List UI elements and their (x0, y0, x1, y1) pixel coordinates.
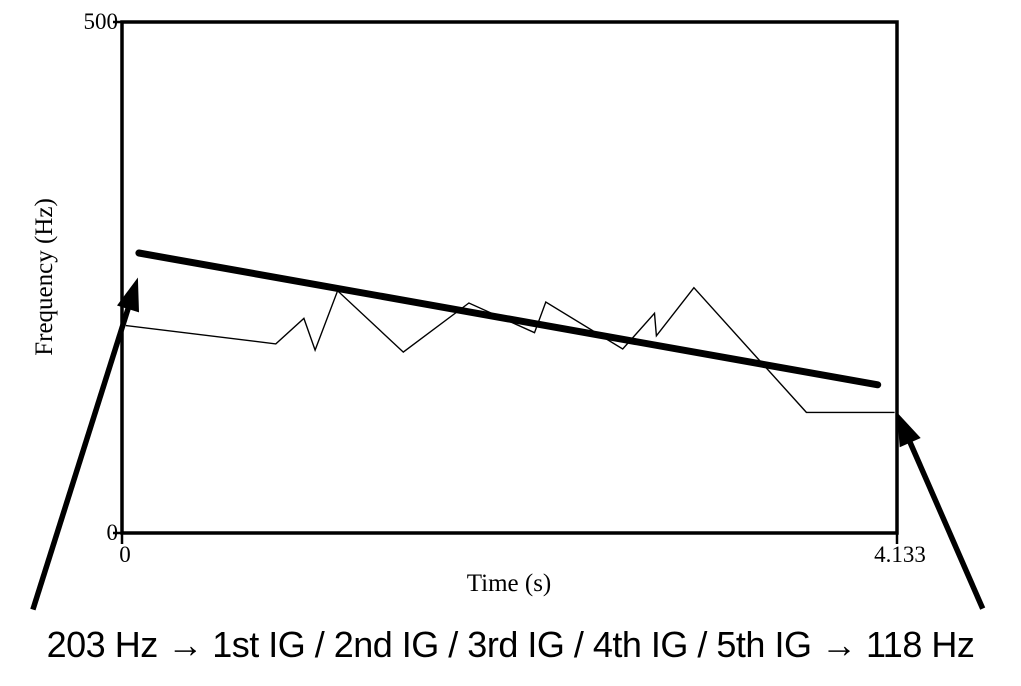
plot-area (120, 20, 899, 535)
start-arrow-head-icon (117, 277, 139, 313)
pitch-contour-line (125, 286, 895, 414)
end-arrow-shaft (905, 435, 986, 610)
y-tick-label: 0 (107, 520, 119, 545)
x-tick-label: 0 (119, 542, 131, 567)
caption: 203 Hz → 1st IG / 2nd IG / 3rd IG / 4th … (46, 624, 975, 665)
start-arrow-shaft (30, 302, 133, 611)
y-axis-title: Frequency (Hz) (31, 198, 58, 356)
x-axis-title: Time (s) (467, 570, 552, 597)
declination-trend-line (135, 249, 882, 389)
y-tick-label: 500 (84, 9, 119, 34)
end-arrow-head-icon (897, 412, 921, 448)
x-tick-label: 4.133 (874, 542, 926, 567)
